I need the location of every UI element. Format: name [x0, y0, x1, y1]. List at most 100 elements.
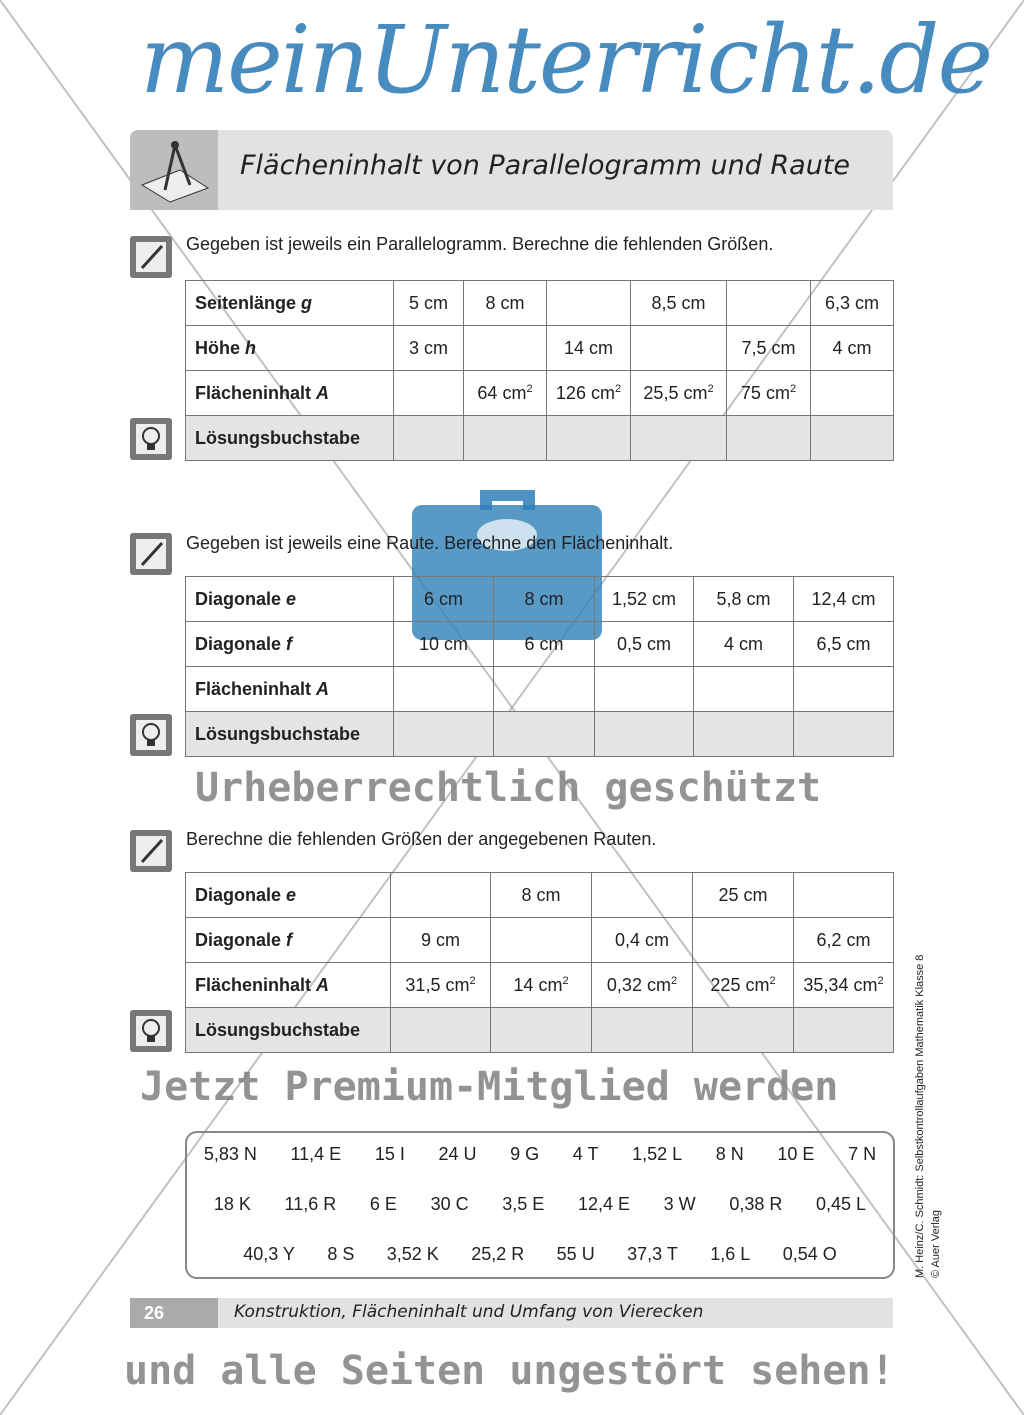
- table-cell: 8,5 cm: [630, 280, 727, 326]
- answer-item: 11,6 R: [284, 1194, 337, 1214]
- table-cell: 9 cm: [390, 917, 491, 963]
- table-cell: [393, 711, 494, 757]
- table-cell: 4 cm: [693, 621, 794, 667]
- table-cell: 0,5 cm: [594, 621, 694, 667]
- table-cell: 3 cm: [393, 325, 464, 371]
- table-cell: 7,5 cm: [726, 325, 811, 371]
- table-cell: [793, 872, 894, 918]
- table-cell: 14 cm2: [490, 962, 592, 1008]
- table-cell: [393, 415, 464, 461]
- table-cell: [810, 370, 894, 416]
- row-label: Diagonale f: [185, 621, 394, 667]
- table-cell: 8 cm: [463, 280, 547, 326]
- answer-item: 3,5 E: [502, 1194, 545, 1214]
- answer-item: 5,83 N: [203, 1144, 257, 1164]
- row-label: Lösungsbuchstabe: [185, 711, 394, 757]
- table-row: Flächeninhalt A 64 cm2 126 cm2 25,5 cm2 75 c…: [185, 370, 894, 416]
- watermark-line1: Urheberrechtlich geschützt: [195, 765, 822, 811]
- answer-item: 0,54 O: [782, 1244, 837, 1264]
- table-cell: 12,4 cm: [793, 576, 894, 622]
- footer-band: [130, 1298, 893, 1328]
- pencil-icon: [130, 830, 172, 872]
- table-cell: 10 cm: [393, 621, 494, 667]
- answer-item: 12,4 E: [577, 1194, 630, 1214]
- table-cell: 8 cm: [493, 576, 595, 622]
- answer-item: 3,52 K: [386, 1244, 439, 1264]
- table-cell: 14 cm: [546, 325, 631, 371]
- table-cell: [793, 1007, 894, 1053]
- table-cell: [594, 666, 694, 712]
- answer-item: 7 N: [848, 1144, 877, 1164]
- table-cell: [692, 1007, 794, 1053]
- answer-item: 9 G: [510, 1144, 540, 1164]
- watermark-logo: meinUnterricht.de: [140, 6, 993, 115]
- page-number: 26: [130, 1298, 218, 1328]
- table-cell: 225 cm2: [692, 962, 794, 1008]
- table-cell: [493, 711, 595, 757]
- table-cell: [546, 280, 631, 326]
- footer-text: Konstruktion, Flächeninhalt und Umfang v…: [234, 1302, 704, 1322]
- table-row: Flächeninhalt A: [185, 666, 894, 712]
- table-row: Diagonale f 10 cm 6 cm 0,5 cm 4 cm 6,5 cm: [185, 621, 894, 667]
- table-cell: 64 cm2: [463, 370, 547, 416]
- page-title: Flächeninhalt von Parallelogramm und Rau…: [240, 150, 851, 181]
- table-cell: [726, 415, 811, 461]
- table-cell: [693, 711, 794, 757]
- answer-item: 6 E: [369, 1194, 397, 1214]
- table-cell: 0,4 cm: [591, 917, 693, 963]
- table-row: Lösungsbuchstabe: [185, 1007, 894, 1053]
- table-row: Flächeninhalt A 31,5 cm2 14 cm2 0,32 cm2 225…: [185, 962, 894, 1008]
- table-cell: 4 cm: [810, 325, 894, 371]
- pencil-icon: [130, 236, 172, 278]
- answer-item: 25,2 R: [471, 1244, 525, 1264]
- row-label: Flächeninhalt A: [185, 962, 391, 1008]
- task1-instruction: Gegeben ist jeweils ein Parallelogramm. …: [186, 234, 774, 254]
- table-cell: [630, 325, 727, 371]
- header-band: [130, 130, 893, 210]
- table-cell: 126 cm2: [546, 370, 631, 416]
- table-cell: [726, 280, 811, 326]
- answer-item: 30 C: [430, 1194, 469, 1214]
- table-cell: 6,2 cm: [793, 917, 894, 963]
- row-label: Lösungsbuchstabe: [185, 1007, 391, 1053]
- answer-item: 55 U: [556, 1244, 595, 1264]
- table-cell: 5 cm: [393, 280, 464, 326]
- table-cell: 25 cm: [692, 872, 794, 918]
- lightbulb-icon: [130, 418, 172, 460]
- pencil-icon: [130, 533, 172, 575]
- table-cell: [493, 666, 595, 712]
- answer-item: 37,3 T: [627, 1244, 678, 1264]
- answer-item: 0,45 L: [816, 1194, 867, 1214]
- table-cell: [546, 415, 631, 461]
- answer-item: 24 U: [438, 1144, 477, 1164]
- publisher-line: © Auer Verlag: [930, 1209, 942, 1278]
- answer-item: 1,6 L: [710, 1244, 751, 1264]
- watermark-line3: und alle Seiten ungestört sehen!: [124, 1348, 895, 1394]
- drawing-tools-icon: [130, 130, 218, 210]
- table-cell: 75 cm2: [726, 370, 811, 416]
- table-row: Diagonale e 8 cm 25 cm: [185, 872, 894, 918]
- table-cell: 6,3 cm: [810, 280, 894, 326]
- answer-item: 1,52 L: [632, 1144, 683, 1164]
- answer-item: 3 W: [663, 1194, 696, 1214]
- answer-item: 8 S: [327, 1244, 355, 1264]
- answer-item: 10 E: [777, 1144, 815, 1164]
- table-cell: 0,32 cm2: [591, 962, 693, 1008]
- watermark-line2: Jetzt Premium-Mitglied werden: [140, 1064, 839, 1110]
- table-cell: [591, 1007, 693, 1053]
- row-label: Flächeninhalt A: [185, 666, 394, 712]
- table-cell: 25,5 cm2: [630, 370, 727, 416]
- row-label: Diagonale f: [185, 917, 391, 963]
- row-label: Höhe h: [185, 325, 394, 371]
- lightbulb-icon: [130, 714, 172, 756]
- table-row: Lösungsbuchstabe: [185, 711, 894, 757]
- table-cell: [793, 666, 894, 712]
- answer-item: 40,3 Y: [243, 1244, 295, 1264]
- lightbulb-icon: [130, 1010, 172, 1052]
